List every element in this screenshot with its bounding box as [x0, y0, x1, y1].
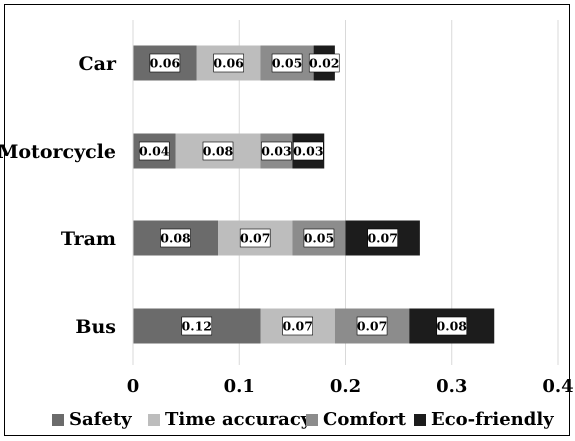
data-label-box: [367, 228, 398, 248]
data-label: 0.05: [272, 56, 302, 71]
data-label-box: [282, 316, 313, 336]
data-label: 0.07: [367, 231, 397, 246]
data-label-box: [261, 141, 292, 161]
data-label-box: [293, 141, 324, 161]
legend-swatch: [52, 414, 64, 426]
x-tick-label: 0.4: [542, 376, 573, 397]
data-label-box: [149, 53, 181, 73]
data-label-box: [271, 53, 303, 73]
data-label-box: [436, 316, 468, 336]
data-label: 0.03: [261, 144, 291, 159]
legend-label: Time accuracy: [165, 409, 312, 430]
data-label-box: [308, 53, 340, 73]
category-label: Motorcycle: [0, 141, 116, 163]
data-label-box: [303, 228, 335, 248]
x-tick-label: 0.3: [436, 376, 467, 397]
data-label: 0.06: [213, 56, 244, 71]
legend-swatch: [306, 414, 318, 426]
data-label: 0.07: [282, 319, 312, 334]
legend-swatch: [148, 414, 160, 426]
legend-label: Comfort: [323, 409, 407, 430]
legend-swatch: [414, 414, 426, 426]
data-label: 0.04: [139, 144, 170, 159]
data-label: 0.08: [203, 144, 234, 159]
data-label: 0.03: [293, 144, 323, 159]
data-label: 0.08: [160, 231, 191, 246]
data-label-box: [213, 53, 244, 73]
x-tick-label: 0.2: [330, 376, 361, 397]
data-label: 0.02: [309, 56, 339, 71]
data-label-box: [356, 316, 388, 336]
data-label-box: [160, 228, 191, 248]
category-label: Car: [79, 53, 117, 75]
data-label-box: [239, 228, 271, 248]
legend-label: Eco-friendly: [431, 409, 554, 430]
category-label: Bus: [75, 316, 116, 338]
data-label: 0.12: [182, 319, 212, 334]
x-tick-label: 0.1: [224, 376, 255, 397]
category-label: Tram: [61, 228, 116, 250]
data-label: 0.08: [437, 319, 468, 334]
data-label: 0.07: [240, 231, 270, 246]
data-label-box: [138, 141, 170, 161]
legend-label: Safety: [69, 409, 132, 430]
data-label: 0.07: [357, 319, 387, 334]
data-label: 0.05: [304, 231, 334, 246]
data-label-box: [181, 316, 213, 336]
data-label: 0.06: [150, 56, 181, 71]
x-tick-label: 0: [127, 376, 140, 397]
data-label-box: [202, 141, 234, 161]
